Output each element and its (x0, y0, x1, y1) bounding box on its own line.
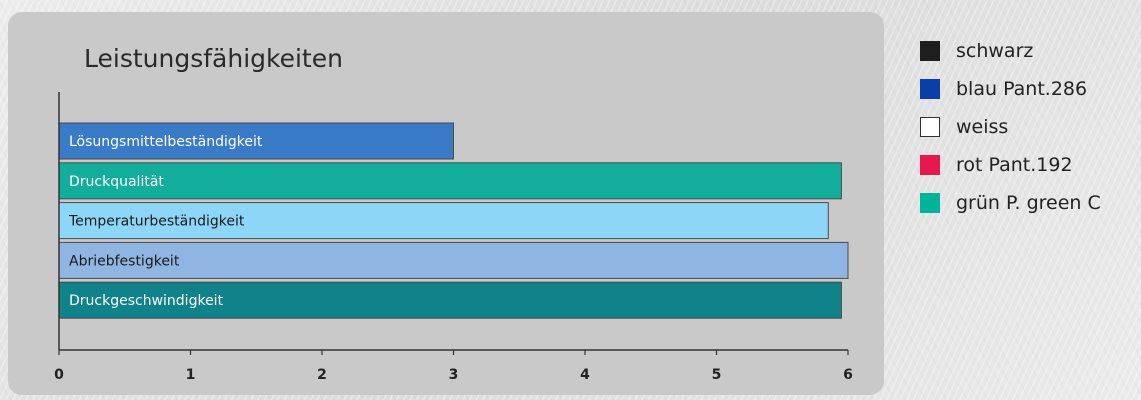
legend-item: weiss (920, 108, 1101, 146)
legend-label: grün P. green C (956, 192, 1101, 214)
legend-swatch (920, 41, 940, 61)
legend-item: schwarz (920, 32, 1101, 70)
legend-swatch (920, 117, 940, 137)
legend-item: blau Pant.286 (920, 70, 1101, 108)
legend-swatch (920, 79, 940, 99)
legend-item: rot Pant.192 (920, 146, 1101, 184)
chart-title: Leistungsfähigkeiten (84, 44, 343, 73)
x-tick-label: 5 (712, 367, 722, 383)
legend-label: blau Pant.286 (956, 78, 1088, 100)
legend-swatch (920, 193, 940, 213)
legend-swatch (920, 155, 940, 175)
bar-label-4: Abriebfestigkeit (69, 253, 180, 269)
axis-layer: 0 1 2 3 4 5 6 (54, 92, 853, 383)
x-tick-label: 1 (186, 367, 196, 383)
bar-label-3: Temperaturbeständigkeit (68, 214, 245, 230)
legend-label: rot Pant.192 (956, 154, 1073, 176)
bar-label-5: Druckgeschwindigkeit (69, 293, 224, 309)
legend-label: weiss (956, 116, 1009, 138)
legend-item: grün P. green C (920, 184, 1101, 222)
bar-2 (58, 162, 842, 200)
x-tick-label: 0 (54, 367, 64, 383)
bar-4 (58, 241, 849, 279)
bar-label-1: Lösungsmittelbeständigkeit (69, 134, 263, 150)
bar-1 (58, 122, 454, 160)
bar-label-2: Druckqualität (69, 174, 164, 190)
bars-layer: Lösungsmittelbeständigkeit Druckqualität T… (58, 122, 849, 319)
x-tick-label: 3 (449, 367, 459, 383)
legend-label: schwarz (956, 40, 1034, 62)
x-tick-label: 2 (317, 367, 327, 383)
legend: schwarz blau Pant.286 weiss rot Pant.192 grü… (920, 32, 1101, 222)
bar-5 (58, 281, 842, 319)
bar-chart: Lösungsmittelbeständigkeit Druckqualität T… (54, 92, 853, 383)
x-tick-label: 4 (580, 367, 590, 383)
x-tick-label: 6 (843, 367, 853, 383)
